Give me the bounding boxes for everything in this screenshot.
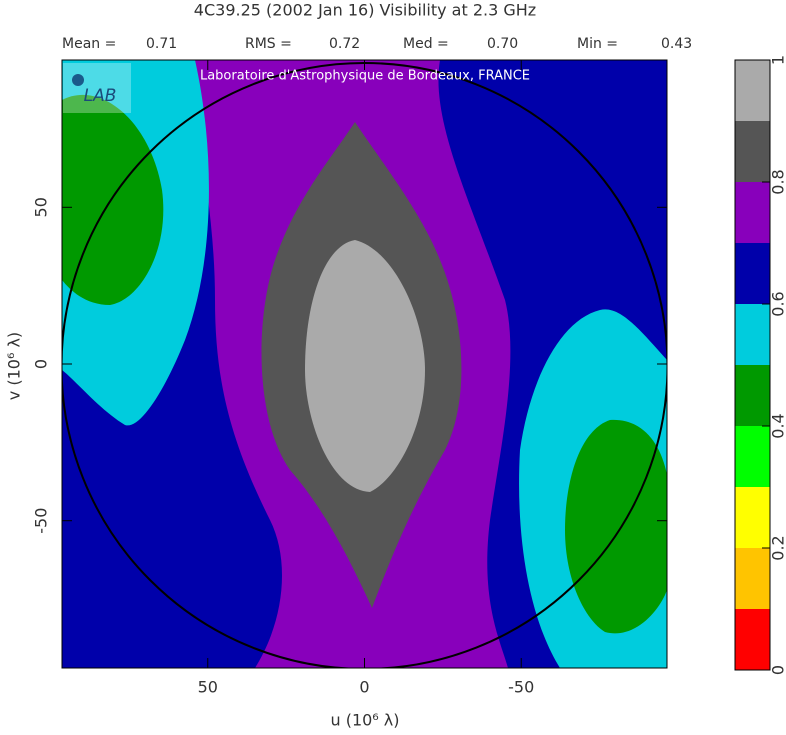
colorbar-tick-label: 0.2 <box>769 535 786 560</box>
stat-value: 0.71 <box>146 36 177 52</box>
colorbar-segment <box>735 609 770 670</box>
colorbar-segment <box>735 365 770 426</box>
colorbar-frame <box>734 59 771 671</box>
logo-box <box>63 63 131 113</box>
x-tick-label: 0 <box>359 678 369 697</box>
contour-map: LAB <box>62 60 667 668</box>
stat-label: Mean = <box>62 36 116 52</box>
colorbar-segment <box>735 182 770 243</box>
colorbar-tick-label: 0.4 <box>769 413 786 438</box>
colorbar-segment <box>735 60 770 121</box>
x-tick-label: -50 <box>508 678 534 697</box>
stat-label: RMS = <box>245 36 292 52</box>
colorbar-segment <box>735 121 770 182</box>
colorbar-tick-label: 0.6 <box>769 291 786 316</box>
x-tick-label: 50 <box>198 678 218 697</box>
colorbar-segment <box>735 487 770 548</box>
colorbar-tick-label: 1 <box>769 55 786 65</box>
colorbar-segment <box>735 243 770 304</box>
colorbar-tick-label: 0.8 <box>769 169 786 194</box>
logo: LAB <box>84 86 117 106</box>
stat-value: 0.72 <box>329 36 360 52</box>
y-tick-label: 50 <box>32 197 51 217</box>
colorbar-tick-label: 0 <box>769 665 786 675</box>
y-axis-label: v (10⁶ λ) <box>5 332 24 400</box>
region <box>62 94 164 306</box>
x-axis-label: u (10⁶ λ) <box>330 711 399 730</box>
colorbar-segment <box>735 426 770 487</box>
annotation: Laboratoire d'Astrophysique de Bordeaux,… <box>200 69 530 84</box>
stat-label: Med = <box>403 36 449 52</box>
y-tick-label: -50 <box>32 508 51 534</box>
colorbar-segment <box>735 304 770 365</box>
y-tick-label: 0 <box>32 359 51 369</box>
colorbar-segment <box>735 548 770 609</box>
stat-label: Min = <box>577 36 618 52</box>
region <box>565 419 667 634</box>
region <box>305 240 425 492</box>
stat-value: 0.70 <box>487 36 518 52</box>
chart-title: 4C39.25 (2002 Jan 16) Visibility at 2.3 … <box>194 1 536 20</box>
stat-value: 0.43 <box>661 36 692 52</box>
logo-dot <box>72 74 84 86</box>
